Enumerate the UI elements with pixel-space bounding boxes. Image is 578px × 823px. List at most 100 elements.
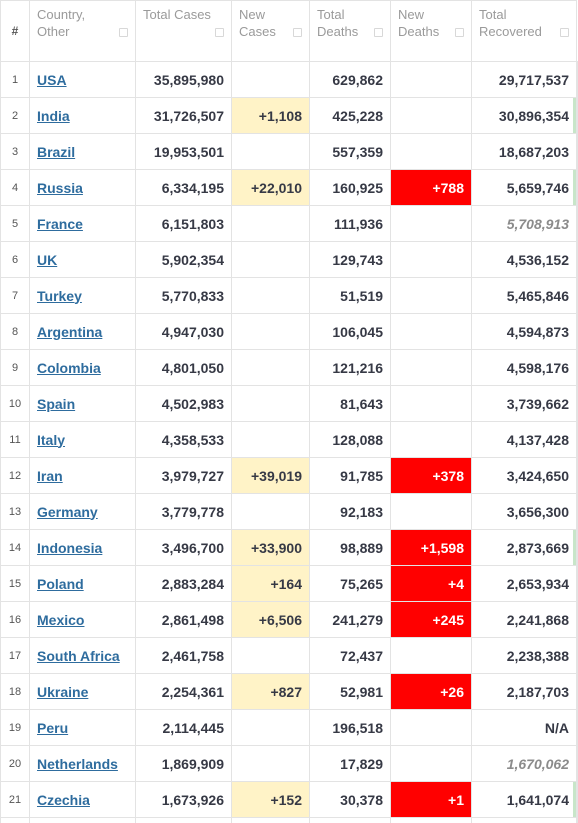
new-deaths-cell: +245 [390,601,472,638]
country-cell: Poland [29,565,136,602]
total-cases-cell: 2,461,758 [135,637,232,674]
sort-icon[interactable] [293,28,302,37]
header-total-deaths[interactable]: Total Deaths [309,0,391,62]
sort-icon[interactable] [374,28,383,37]
total-cases-cell-value: 5,902,354 [161,251,224,268]
empty-cell [390,817,472,823]
header-total-deaths-label: Total Deaths [317,7,359,39]
country-link[interactable]: Turkey [37,287,82,304]
table-row: 12 Iran 3,979,727 +39,019 91,785 +378 3,424,65… [0,457,577,494]
total-recovered-cell-value: 29,717,537 [498,71,569,88]
country-link[interactable]: Ukraine [37,683,89,700]
country-link[interactable]: Germany [37,503,98,520]
rank-cell-value: 10 [8,397,22,410]
country-link[interactable]: Argentina [37,323,103,340]
header-new-cases[interactable]: New Cases [231,0,310,62]
new-deaths-cell-value: +26 [440,683,464,700]
country-link[interactable]: France [37,215,83,232]
total-deaths-cell: 98,889 [309,529,391,566]
country-link[interactable]: Iran [37,467,63,484]
header-rank[interactable]: # [0,0,30,62]
country-link[interactable]: South Africa [37,647,120,664]
country-cell: Indonesia [29,529,136,566]
new-cases-cell [231,421,310,458]
rank-cell: 18 [0,673,30,710]
country-link[interactable]: Colombia [37,359,101,376]
country-link[interactable]: Netherlands [37,755,118,772]
header-new-deaths[interactable]: New Deaths [390,0,472,62]
total-deaths-cell-value: 629,862 [332,71,383,88]
new-cases-cell [231,313,310,350]
new-deaths-cell [390,745,472,782]
table-row: 14 Indonesia 3,496,700 +33,900 98,889 +1,598 2… [0,529,577,566]
total-cases-cell: 1,673,926 [135,781,232,818]
country-link[interactable]: Indonesia [37,539,103,556]
total-cases-cell: 6,334,195 [135,169,232,206]
total-deaths-cell: 111,936 [309,205,391,242]
sort-icon[interactable] [455,28,464,37]
total-recovered-cell: 4,594,873 [471,313,577,350]
total-deaths-cell: 30,378 [309,781,391,818]
total-cases-cell-value: 1,673,926 [161,791,224,808]
country-link[interactable]: Brazil [37,143,76,160]
country-link[interactable]: UK [37,251,58,268]
total-cases-cell: 4,801,050 [135,349,232,386]
sort-icon[interactable] [215,28,224,37]
header-total-recovered[interactable]: Total Recovered [471,0,577,62]
country-link[interactable]: Spain [37,395,76,412]
total-cases-cell-value: 3,496,700 [161,539,224,556]
rank-cell: 10 [0,385,30,422]
total-recovered-cell: 2,187,703 [471,673,577,710]
total-cases-cell: 6,151,803 [135,205,232,242]
new-cases-cell: +6,506 [231,601,310,638]
country-link[interactable]: Russia [37,179,83,196]
table-body: 1 USA 35,895,980 629,862 29,717,537 2 India 31,… [0,61,577,823]
new-deaths-cell: +1 [390,781,472,818]
total-cases-cell-value: 19,953,501 [153,143,224,160]
country-link[interactable]: USA [37,71,67,88]
total-deaths-cell-value: 557,359 [332,143,383,160]
rank-cell-value: 1 [11,73,19,86]
empty-cell [309,817,391,823]
recovered-indicator-bar [573,782,576,817]
new-deaths-cell: +26 [390,673,472,710]
table-row: 6 UK 5,902,354 129,743 4,536,152 [0,241,577,278]
table-row: 18 Ukraine 2,254,361 +827 52,981 +26 2,187,703 [0,673,577,710]
country-link[interactable]: Czechia [37,791,90,808]
sort-icon[interactable] [119,28,128,37]
header-country-label: Country, Other [37,7,86,39]
country-link[interactable]: India [37,107,70,124]
header-total-cases[interactable]: Total Cases [135,0,232,62]
header-country[interactable]: Country, Other [29,0,136,62]
empty-cell [135,817,232,823]
country-link[interactable]: Poland [37,575,84,592]
rank-cell: 12 [0,457,30,494]
country-link[interactable]: Peru [37,719,69,736]
new-cases-cell [231,709,310,746]
total-deaths-cell: 121,216 [309,349,391,386]
country-link[interactable]: Italy [37,431,66,448]
total-recovered-cell: 3,739,662 [471,385,577,422]
rank-cell: 19 [0,709,30,746]
total-cases-cell-value: 2,883,284 [161,575,224,592]
country-cell: South Africa [29,637,136,674]
total-deaths-cell-value: 196,518 [332,719,383,736]
total-deaths-cell: 629,862 [309,61,391,98]
sort-icon[interactable] [560,28,569,37]
total-recovered-cell: 2,653,934 [471,565,577,602]
table-row: 13 Germany 3,779,778 92,183 3,656,300 [0,493,577,530]
total-recovered-cell: 5,708,913 [471,205,577,242]
total-cases-cell: 5,770,833 [135,277,232,314]
table-row-partial [0,817,577,823]
total-deaths-cell-value: 52,981 [340,683,383,700]
new-cases-cell: +39,019 [231,457,310,494]
total-cases-cell-value: 4,502,983 [161,395,224,412]
table-row: 20 Netherlands 1,869,909 17,829 1,670,062 [0,745,577,782]
country-link[interactable]: Mexico [37,611,85,628]
rank-cell-value: 3 [11,145,19,158]
total-deaths-cell-value: 128,088 [332,431,383,448]
total-recovered-cell: N/A [471,709,577,746]
new-deaths-cell [390,385,472,422]
new-cases-cell [231,133,310,170]
new-cases-cell-value: +6,506 [258,611,302,628]
